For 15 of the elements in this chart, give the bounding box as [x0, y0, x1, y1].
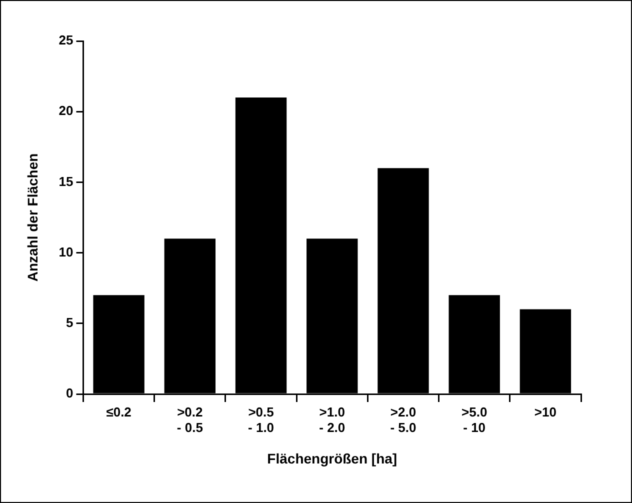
y-tick-label: 25 [58, 32, 74, 48]
y-axis-title: Anzahl der Flächen [24, 153, 40, 282]
x-tick-label: >2.0 - 5.0 [390, 404, 416, 435]
y-tick-label: 20 [58, 103, 74, 118]
x-tick-label: >1.0 - 2.0 [319, 404, 346, 435]
x-tick-label: >0.2 - 0.5 [176, 404, 203, 435]
x-tick-label: ≤0.2 [106, 404, 132, 420]
y-tick-label: 0 [66, 386, 74, 401]
y-tick-label: 5 [66, 314, 74, 330]
y-tick-label: 15 [58, 174, 74, 189]
y-tick-label: 10 [58, 244, 74, 260]
x-axis-title: Flächengrößen [ha] [267, 450, 398, 466]
x-tick-label: >10 [534, 404, 556, 420]
x-tick-label: >0.5 - 1.0 [248, 404, 274, 435]
x-tick-label: >5.0 - 10 [462, 404, 488, 435]
